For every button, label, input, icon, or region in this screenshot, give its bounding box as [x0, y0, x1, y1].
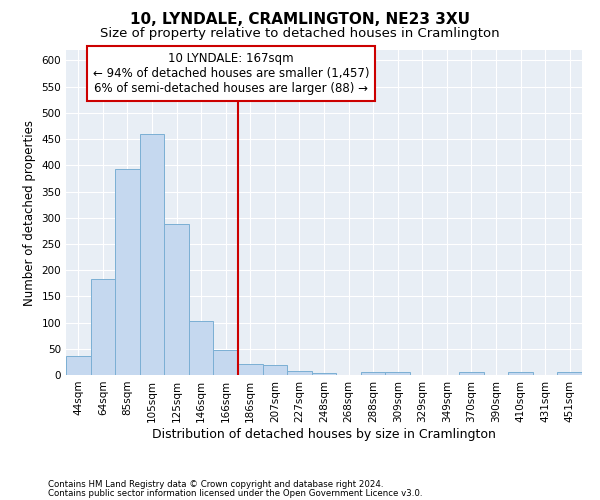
- Text: Size of property relative to detached houses in Cramlington: Size of property relative to detached ho…: [100, 28, 500, 40]
- Text: 10 LYNDALE: 167sqm
← 94% of detached houses are smaller (1,457)
6% of semi-detac: 10 LYNDALE: 167sqm ← 94% of detached hou…: [93, 52, 370, 94]
- Bar: [91, 279, 115, 375]
- Bar: [214, 350, 238, 375]
- Bar: [263, 365, 287, 375]
- Bar: [557, 372, 582, 375]
- Bar: [115, 169, 140, 375]
- Bar: [287, 371, 312, 375]
- Bar: [66, 356, 91, 375]
- Bar: [312, 373, 336, 375]
- X-axis label: Distribution of detached houses by size in Cramlington: Distribution of detached houses by size …: [152, 428, 496, 440]
- Bar: [238, 364, 263, 375]
- Text: 10, LYNDALE, CRAMLINGTON, NE23 3XU: 10, LYNDALE, CRAMLINGTON, NE23 3XU: [130, 12, 470, 28]
- Bar: [385, 372, 410, 375]
- Text: Contains HM Land Registry data © Crown copyright and database right 2024.: Contains HM Land Registry data © Crown c…: [48, 480, 383, 489]
- Bar: [459, 372, 484, 375]
- Text: Contains public sector information licensed under the Open Government Licence v3: Contains public sector information licen…: [48, 489, 422, 498]
- Bar: [361, 372, 385, 375]
- Bar: [140, 134, 164, 375]
- Y-axis label: Number of detached properties: Number of detached properties: [23, 120, 36, 306]
- Bar: [189, 321, 214, 375]
- Bar: [508, 372, 533, 375]
- Bar: [164, 224, 189, 375]
